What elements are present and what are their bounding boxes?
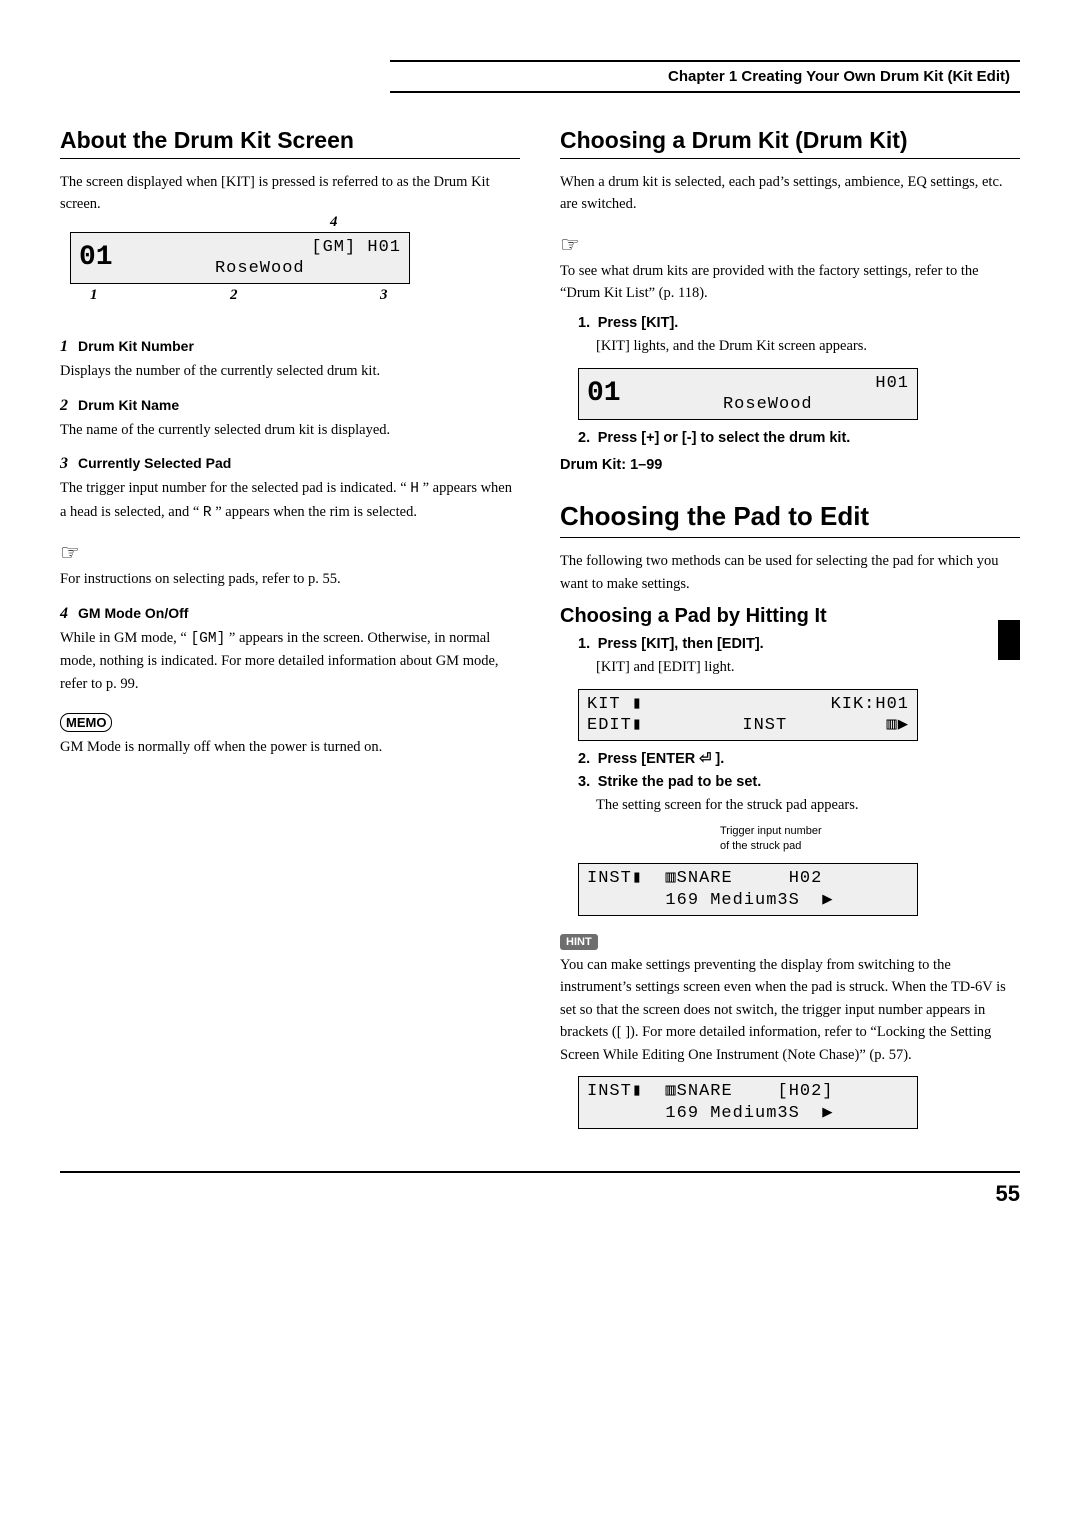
item-4: 4 GM Mode On/Off [60, 605, 520, 623]
right-intro-a: When a drum kit is selected, each pad’s … [560, 171, 1020, 216]
left-heading: About the Drum Kit Screen [60, 127, 520, 159]
step-b1-desc: [KIT] and [EDIT] light. [596, 657, 1020, 679]
hint-badge: HINT [560, 934, 598, 950]
item-2-text: The name of the currently selected drum … [60, 419, 520, 441]
callout-3: 3 [380, 287, 388, 304]
section-tab [998, 620, 1020, 660]
step-a1-desc: [KIT] lights, and the Drum Kit screen ap… [596, 336, 1020, 358]
lcd1-top-right: [GM] H01 [119, 237, 401, 258]
page-number: 55 [60, 1171, 1020, 1207]
drum-kit-range: Drum Kit: 1–99 [560, 457, 1020, 473]
lcd1-bottom: RoseWood [119, 258, 401, 279]
lcd-diagram-1: 4 01 [GM] H01 RoseWood 1 2 3 [60, 232, 520, 285]
lcd-a: 01 H01 RoseWood [578, 368, 918, 421]
callout-2: 2 [230, 287, 238, 304]
item-3-text: The trigger input number for the selecte… [60, 477, 520, 524]
chapter-header: Chapter 1 Creating Your Own Drum Kit (Ki… [390, 60, 1020, 93]
step-b1: 1. Press [KIT], then [EDIT]. [578, 636, 1020, 653]
step-b2: 2. Press [ENTER ⏎ ]. [578, 751, 1020, 768]
lcd-b: KIT ▮ KIK:H01 EDIT▮ INST ▥▶ [578, 689, 918, 742]
memo-badge: MEMO [60, 713, 112, 732]
hand-note-right: To see what drum kits are provided with … [560, 260, 1020, 305]
step-b3-desc: The setting screen for the struck pad ap… [596, 795, 1020, 817]
lcd1-big: 01 [79, 244, 113, 272]
pointing-hand-icon: ☞ [560, 232, 580, 258]
right-subheading: Choosing a Pad by Hitting It [560, 605, 1020, 628]
hint-text: You can make settings preventing the dis… [560, 954, 1020, 1066]
item-3: 3 Currently Selected Pad [60, 455, 520, 473]
callout-4: 4 [330, 214, 338, 231]
right-intro-b: The following two methods can be used fo… [560, 550, 1020, 595]
right-heading-b: Choosing the Pad to Edit [560, 501, 1020, 538]
memo-text: GM Mode is normally off when the power i… [60, 736, 520, 758]
item-1-text: Displays the number of the currently sel… [60, 360, 520, 382]
diagram-caption-2: of the struck pad [720, 840, 1020, 853]
lcda-top-right: H01 [627, 373, 909, 394]
right-heading-a: Choosing a Drum Kit (Drum Kit) [560, 127, 1020, 159]
lcda-bottom: RoseWood [627, 394, 909, 415]
left-column: About the Drum Kit Screen The screen dis… [60, 121, 520, 1139]
right-column: Choosing a Drum Kit (Drum Kit) When a dr… [560, 121, 1020, 1139]
lcda-big: 01 [587, 380, 621, 408]
hand-note-left: For instructions on selecting pads, refe… [60, 568, 520, 590]
left-intro: The screen displayed when [KIT] is press… [60, 171, 520, 216]
item-4-text: While in GM mode, “ [GM] ” appears in th… [60, 627, 520, 695]
item-2: 2 Drum Kit Name [60, 397, 520, 415]
diagram-caption-1: Trigger input number [720, 825, 1020, 838]
item-1: 1 Drum Kit Number [60, 338, 520, 356]
lcd-c: INST▮ ▥SNARE H02 169 Medium3S ▶ [578, 863, 918, 916]
step-a1: 1. Press [KIT]. [578, 315, 1020, 332]
step-b3: 3. Strike the pad to be set. [578, 774, 1020, 791]
callout-1: 1 [90, 287, 98, 304]
pointing-hand-icon: ☞ [60, 540, 80, 566]
step-a2: 2. Press [+] or [-] to select the drum k… [578, 430, 1020, 447]
lcd-d: INST▮ ▥SNARE [H02] 169 Medium3S ▶ [578, 1076, 918, 1129]
